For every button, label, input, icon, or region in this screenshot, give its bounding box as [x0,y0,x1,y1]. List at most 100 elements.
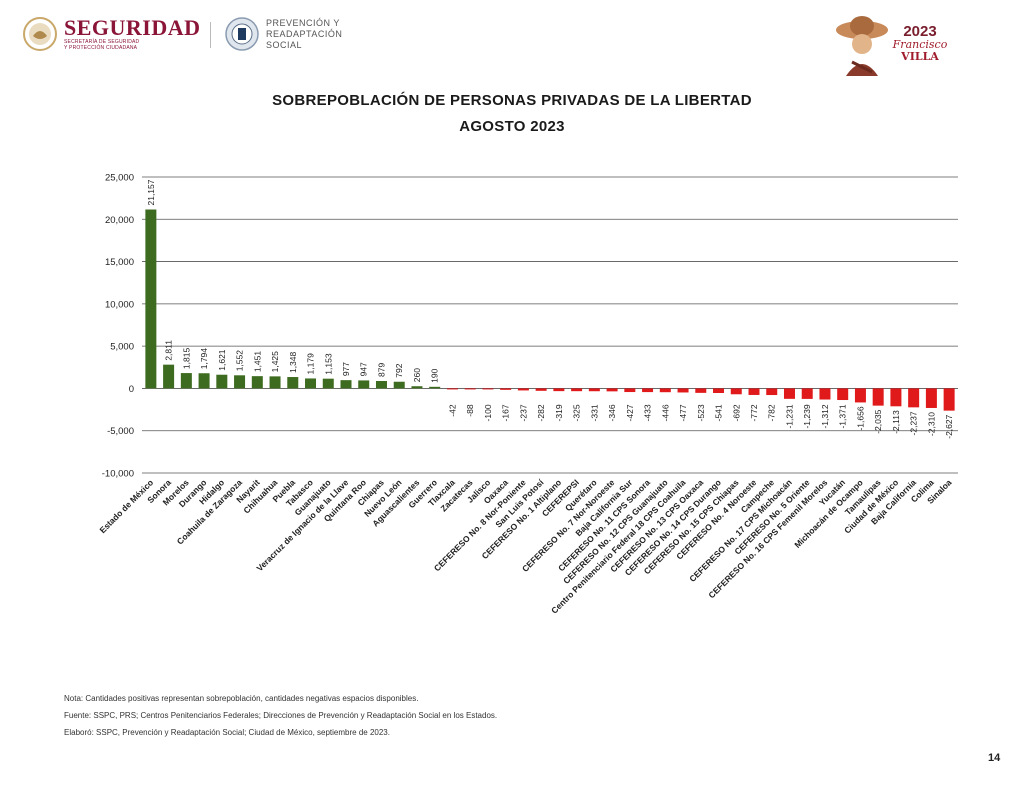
chart-title: SOBREPOBLACIÓN DE PERSONAS PRIVADAS DE L… [272,92,752,109]
y-tick-label: 5,000 [110,342,134,353]
villa-name-1: Francisco [892,38,948,51]
bar [624,388,636,393]
data-label: 1,348 [288,351,298,373]
data-label: -1,231 [784,404,794,428]
category-label: Estado de México [97,477,155,535]
bar [269,376,281,389]
seguridad-subtitle-1: SECRETARÍA DE SEGURIDAD [64,39,140,45]
data-label: -2,035 [873,409,883,433]
bar [677,388,689,393]
data-label: -692 [731,404,741,421]
bar-chart: 25,000 20,000 15,000 10,000 5,000 0 -5,000 -10,… [97,173,958,616]
data-label: 1,794 [199,348,209,370]
seguridad-logo: SEGURIDAD SECRETARÍA DE SEGURIDAD Y PROT… [22,16,201,52]
data-label: 977 [341,362,351,376]
footnotes: Nota: Cantidades positivas representan s… [64,690,497,741]
data-label: -2,310 [926,412,936,436]
bar [251,376,263,389]
footnote-elaboro: Elaboró: SSPC, Prevención y Readaptación… [64,728,390,737]
seguridad-subtitle-2: Y PROTECCIÓN CIUDADANA [64,45,138,51]
prevencion-line-1: PREVENCIÓN Y [266,17,340,28]
data-label: 2,811 [164,340,174,361]
villa-name-2: VILLA [901,50,939,63]
data-label: -237 [518,404,528,421]
bar [837,388,849,401]
prevencion-emblem-icon [225,17,259,51]
bar [305,378,317,389]
bar [375,380,387,389]
bar [322,378,334,389]
y-tick-label: 20,000 [105,215,134,226]
bar [819,388,831,400]
data-label: 947 [359,362,369,376]
bar [606,388,618,392]
bar [553,388,565,392]
data-label: -42 [447,404,457,417]
data-label: -446 [660,404,670,421]
footnote-nota: Nota: Cantidades positivas representan s… [64,694,419,703]
villa-year-logo: 2023 Francisco VILLA [890,24,950,63]
bar [571,388,583,392]
data-label: -433 [643,404,653,421]
data-label: -88 [465,404,475,417]
bar [713,388,725,394]
bar [783,388,795,399]
bar [500,388,512,390]
bar [925,388,937,408]
bar [198,373,210,389]
header-divider [210,22,211,48]
data-label: -167 [501,404,511,421]
bar [517,388,529,391]
data-label: -331 [589,404,599,421]
bar [163,364,175,389]
bar [446,388,458,390]
prevencion-line-2: READAPTACIÓN [266,28,343,39]
data-label: 1,552 [235,350,245,372]
bar [659,388,671,393]
chart-subtitle: AGOSTO 2023 [459,118,565,135]
data-label: -282 [536,404,546,421]
prevencion-line-3: SOCIAL [266,39,303,50]
data-label: 1,621 [217,349,227,371]
data-label: -772 [749,404,759,421]
page-number: 14 [988,752,1001,764]
data-label: -782 [767,404,777,421]
data-label: -477 [678,404,688,421]
data-label: -319 [554,404,564,421]
bar [588,388,600,392]
data-label: -346 [607,404,617,421]
bar [464,388,476,390]
bar [145,209,157,389]
bar [908,388,920,408]
bar [482,388,494,390]
footnote-fuente: Fuente: SSPC, PRS; Centros Penitenciario… [64,711,498,720]
data-label: -541 [714,404,724,421]
data-label: -2,113 [891,410,901,434]
villa-year: 2023 [903,23,937,40]
bar [358,380,370,389]
bar [234,375,246,389]
bar [748,388,760,395]
seguridad-title: SEGURIDAD [64,15,201,40]
data-label: 1,425 [270,351,280,373]
bar [216,374,228,389]
y-tick-label: -10,000 [102,469,134,480]
data-label: 190 [430,368,440,382]
bar [695,388,707,393]
bar [429,386,441,389]
y-tick-label: 15,000 [105,257,134,268]
data-label: 260 [412,368,422,382]
francisco-villa-portrait-icon [836,16,888,76]
data-label: 792 [394,363,404,377]
data-label: -523 [696,404,706,421]
bar [340,380,352,389]
data-label: -2,627 [944,414,954,438]
data-label: -1,371 [838,404,848,428]
data-label: 1,179 [306,353,316,375]
y-tick-label: 25,000 [105,173,134,184]
bar [943,388,955,411]
bar [535,388,547,391]
bar [287,377,299,389]
bar [642,388,654,393]
data-label: -100 [483,404,493,421]
